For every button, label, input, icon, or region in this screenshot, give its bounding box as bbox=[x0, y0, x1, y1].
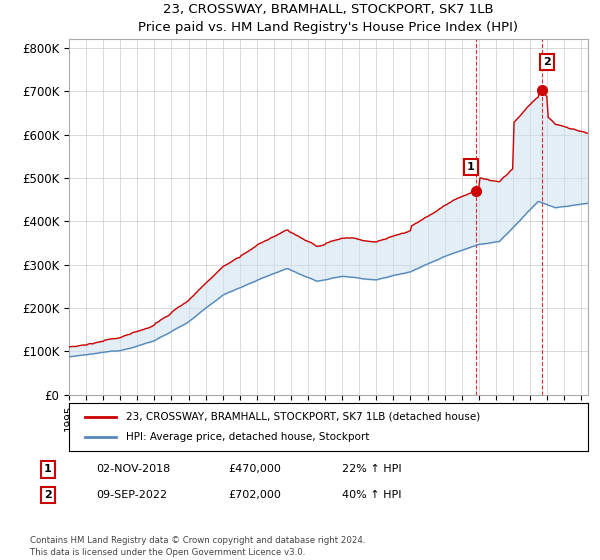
Text: 2: 2 bbox=[44, 490, 52, 500]
Text: 40% ↑ HPI: 40% ↑ HPI bbox=[342, 490, 401, 500]
Text: 22% ↑ HPI: 22% ↑ HPI bbox=[342, 464, 401, 474]
Text: 02-NOV-2018: 02-NOV-2018 bbox=[96, 464, 170, 474]
Text: Contains HM Land Registry data © Crown copyright and database right 2024.
This d: Contains HM Land Registry data © Crown c… bbox=[30, 536, 365, 557]
Text: HPI: Average price, detached house, Stockport: HPI: Average price, detached house, Stoc… bbox=[126, 432, 370, 442]
Text: 1: 1 bbox=[467, 162, 475, 172]
Text: 2: 2 bbox=[543, 57, 551, 67]
Text: 09-SEP-2022: 09-SEP-2022 bbox=[96, 490, 167, 500]
Text: £470,000: £470,000 bbox=[228, 464, 281, 474]
Title: 23, CROSSWAY, BRAMHALL, STOCKPORT, SK7 1LB
Price paid vs. HM Land Registry's Hou: 23, CROSSWAY, BRAMHALL, STOCKPORT, SK7 1… bbox=[139, 3, 518, 34]
Text: 23, CROSSWAY, BRAMHALL, STOCKPORT, SK7 1LB (detached house): 23, CROSSWAY, BRAMHALL, STOCKPORT, SK7 1… bbox=[126, 412, 481, 422]
Text: 1: 1 bbox=[44, 464, 52, 474]
Text: £702,000: £702,000 bbox=[228, 490, 281, 500]
